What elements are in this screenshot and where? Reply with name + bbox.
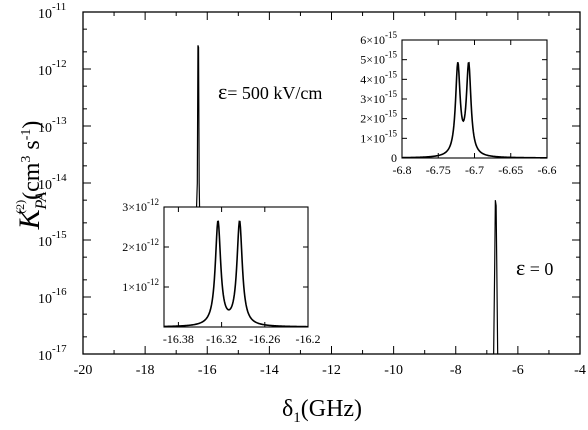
y-tick-base: 10 [38,292,52,307]
inset-y-tick-exponent: -15 [385,69,397,79]
x-tick-label: -8 [450,363,462,378]
y-tick-exponent: -12 [52,58,67,70]
y-tick-base: 10 [38,7,52,22]
annotation-zero-text: = 0 [525,259,553,279]
inset-y-tick-label: 3×10 [360,92,385,106]
x-label-symbol: δ [282,396,293,422]
inset-x-tick-label: -16.2 [296,332,321,346]
inset-y-tick-exponent: -12 [147,277,159,287]
main-ticks [82,11,581,355]
y-tick-base: 10 [38,64,52,79]
y-label-s: s [19,140,45,155]
y-tick-label: 10 [38,64,52,79]
inset-y-tick-label: 2×10 [360,112,385,126]
y-tick-label: 10 [38,292,52,307]
inset-x-tick-label: -16.32 [206,332,237,346]
inset-y-tick-exponent: -15 [385,50,397,60]
inset-y-tick-exponent: -15 [385,89,397,99]
inset-x-tick-label: -6.75 [426,163,451,177]
x-label-sub: 1 [293,410,301,426]
y-tick-label: 10 [38,121,52,136]
y-label-units: (cm [19,162,45,200]
x-tick-label: -6 [512,363,524,378]
inset-x-tick-label: -6.7 [465,163,484,177]
x-label-units: (GHz) [301,396,362,422]
y-tick-label: 10 [38,7,52,22]
x-tick-label: -14 [260,363,279,378]
y-tick-label: 10 [38,235,52,250]
y-tick-base: 10 [38,235,52,250]
annotation-zero-field: ε = 0 [516,255,553,280]
inset-x-tick-label: -6.8 [393,163,412,177]
main-series-line-1 [195,45,201,223]
y-label-minus: -1 [19,129,34,141]
y-tick-exponent: -13 [52,115,67,127]
inset-right: -6.8 -6.75 -6.7 -6.65 -6.601×10 -152×10 -153×1… [360,30,556,177]
y-tick-exponent: -11 [52,1,66,13]
inset-y-tick-exponent: -12 [147,237,159,247]
y-tick-base: 10 [38,178,52,193]
inset-y-tick-label: 5×10 [360,53,385,67]
main-x-tick-labels: -20 -18 -16 -14 -12 -10 -8 -6 -4 [74,363,586,378]
inset-left: -16.38 -16.32 -16.26 -16.21×10 -122×10 -123×1… [122,197,320,346]
y-axis-label: KPA (2)(cm3 s-1) [13,121,50,231]
y-tick-exponent: -14 [52,172,67,184]
inset-y-tick-label: 4×10 [360,72,385,86]
annotation-zero-symbol: ε [516,255,525,280]
y-tick-exponent: -17 [52,343,67,355]
y-tick-exponent: -15 [52,229,67,241]
x-tick-label: -18 [136,363,155,378]
y-tick-label: 10 [38,178,52,193]
inset-left-curve [163,220,308,328]
x-tick-label: -10 [384,363,403,378]
x-tick-label: -12 [322,363,341,378]
y-label-k: K [13,207,46,230]
inset-y-tick-exponent: -12 [147,197,159,207]
annotation-500kv-symbol: ε [218,79,227,104]
inset-y-tick-label: 1×10 [122,280,147,294]
inset-y-tick-label: 0 [391,151,397,165]
y-label-close: ) [19,121,45,129]
main-series [195,45,499,355]
y-tick-base: 10 [38,349,52,364]
main-series-line-2 [493,200,499,355]
inset-right-curve [401,61,547,159]
y-label-sup: (2) [13,200,27,214]
inset-x-tick-label: -16.26 [249,332,280,346]
inset-y-tick-exponent: -15 [385,109,397,119]
y-tick-base: 10 [38,121,52,136]
y-tick-exponent: -16 [52,286,67,298]
annotation-500kv-text: = 500 kV/cm [227,83,322,103]
x-tick-label: -16 [198,363,217,378]
inset-y-tick-label: 3×10 [122,200,147,214]
y-tick-label: 10 [38,349,52,364]
inset-y-tick-exponent: -15 [385,30,397,40]
inset-x-tick-label: -16.38 [163,332,194,346]
inset-y-tick-label: 2×10 [122,240,147,254]
y-label-cube: 3 [19,156,34,163]
y-label-sub: PA [33,192,50,211]
inset-y-tick-label: 6×10 [360,33,385,47]
x-tick-label: -20 [74,363,93,378]
inset-y-tick-exponent: -15 [385,128,397,138]
x-axis-label: δ1(GHz) [282,396,362,426]
inset-y-tick-label: 1×10 [360,131,385,145]
inset-x-tick-label: -6.65 [498,163,523,177]
inset-x-tick-label: -6.6 [538,163,557,177]
x-tick-label: -4 [574,363,586,378]
annotation-500kv: ε= 500 kV/cm [218,79,322,104]
